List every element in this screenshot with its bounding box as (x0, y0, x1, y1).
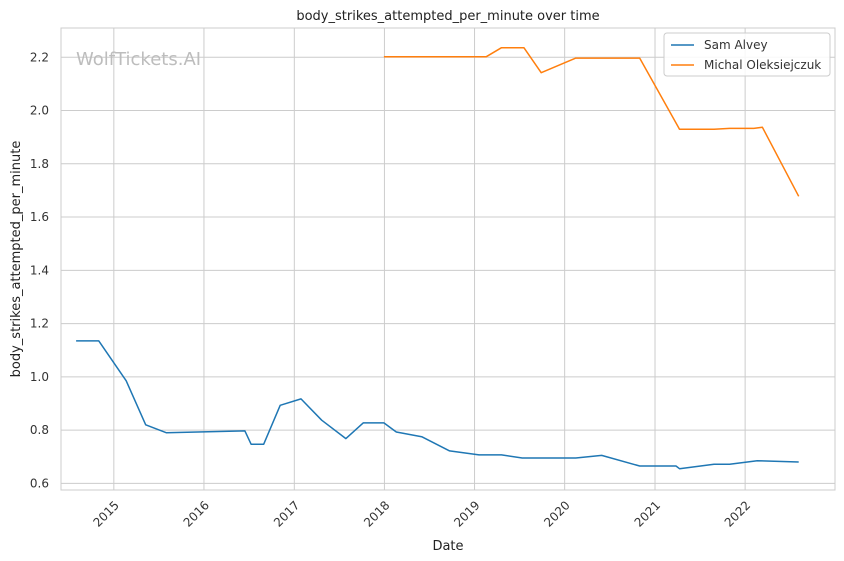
legend: Sam Alvey Michal Oleksiejczuk (664, 33, 830, 76)
y-tick-label: 1.0 (30, 370, 49, 384)
y-tick-label: 1.2 (30, 317, 49, 331)
y-tick-labels: 0.6 0.8 1.0 1.2 1.4 1.6 1.8 2.0 2.2 (30, 50, 49, 490)
y-tick-label: 0.6 (30, 476, 49, 490)
watermark-text: WolfTickets.AI (76, 49, 201, 70)
y-tick-label: 1.8 (30, 157, 49, 171)
y-tick-label: 1.4 (30, 263, 49, 277)
y-tick-label: 0.8 (30, 423, 49, 437)
legend-label-michal-oleksiejczuk: Michal Oleksiejczuk (704, 58, 821, 72)
chart-title: body_strikes_attempted_per_minute over t… (296, 9, 599, 24)
y-axis-label: body_strikes_attempted_per_minute (9, 141, 24, 378)
legend-label-sam-alvey: Sam Alvey (704, 38, 768, 52)
y-tick-label: 2.2 (30, 50, 49, 64)
x-axis-label: Date (432, 539, 463, 554)
y-tick-label: 2.0 (30, 104, 49, 118)
y-tick-label: 1.6 (30, 210, 49, 224)
